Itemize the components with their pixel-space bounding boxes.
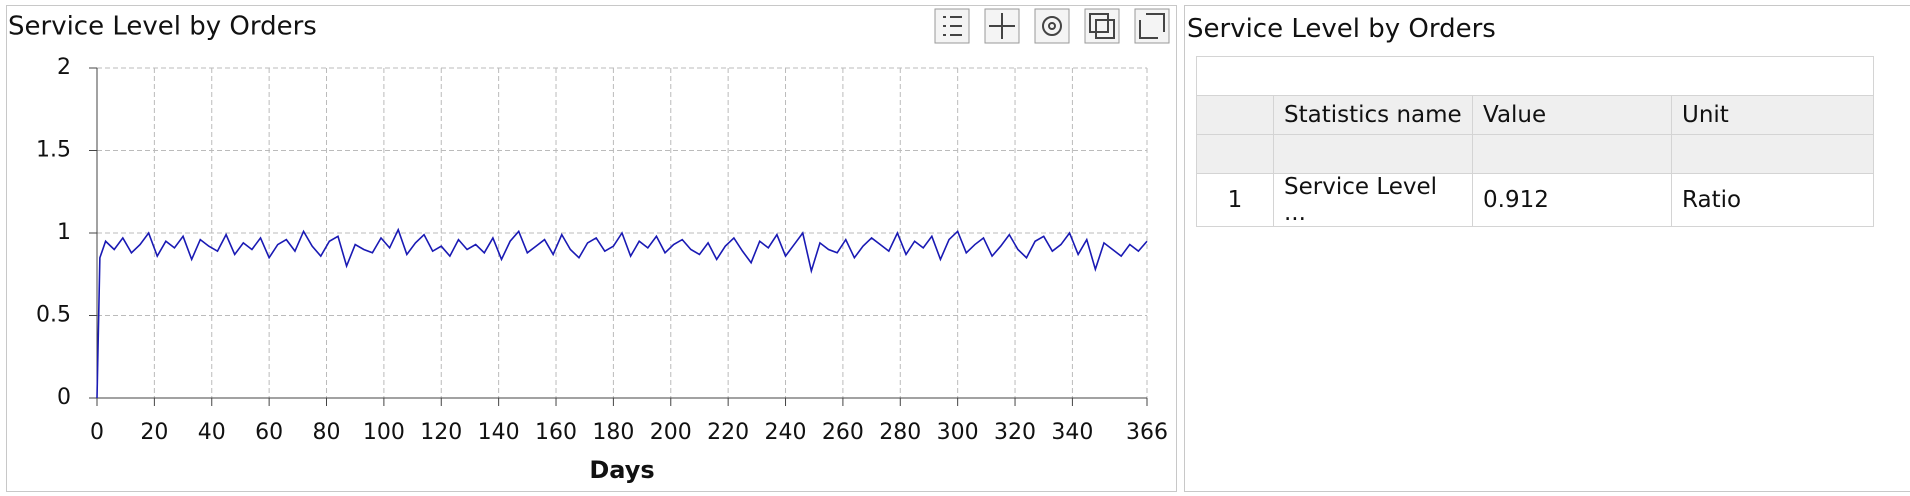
header-cell: Unit <box>1671 95 1874 135</box>
table-title: Service Level by Orders <box>1187 14 1496 44</box>
stats-table: Statistics name Value Unit 1 Service Lev… <box>1196 56 1874 227</box>
table-panel: Service Level by Orders <box>1184 5 1910 492</box>
toolbar-icons <box>943 13 1165 39</box>
x-tick-label: 366 <box>1126 420 1168 445</box>
x-tick-label: 40 <box>198 420 226 445</box>
x-tick-label: 280 <box>879 420 921 445</box>
x-tick-label: 220 <box>707 420 749 445</box>
chart: Service Level by Orders Days 00.511.520 2… <box>8 8 1170 484</box>
y-tick-label: 1.5 <box>36 138 71 163</box>
series-line <box>96 227 1148 399</box>
x-tick-label: 120 <box>420 420 462 445</box>
x-tick-label: 20 <box>140 420 168 445</box>
x-tick-label: 180 <box>592 420 634 445</box>
x-tick-label: 0 <box>90 420 104 445</box>
header-row: Statistics name Value Unit <box>1196 95 1874 135</box>
y-tick-label: 0 <box>57 385 71 410</box>
x-tick-label: 260 <box>822 420 864 445</box>
cell: 0.912 <box>1472 173 1672 227</box>
x-axis-label: Days <box>589 456 654 484</box>
x-tick-label: 80 <box>313 420 341 445</box>
x-tick-label: 200 <box>650 420 692 445</box>
x-tick-label: 140 <box>478 420 520 445</box>
cell: Ratio <box>1671 173 1874 227</box>
y-tick-label: 1 <box>57 220 71 245</box>
header-cell: Statistics name <box>1273 95 1473 135</box>
x-tick-label: 240 <box>765 420 807 445</box>
x-tick-label: 320 <box>994 420 1036 445</box>
toolbar <box>934 8 1170 44</box>
settings-button[interactable] <box>1034 8 1070 44</box>
y-tick-label: 2 <box>57 55 71 80</box>
chart-panel <box>6 5 1177 492</box>
data-row: 1 Service Level ... 0.912 Ratio <box>1196 173 1874 227</box>
x-tick-label: 100 <box>363 420 405 445</box>
x-tick-label: 160 <box>535 420 577 445</box>
blank-row <box>1196 56 1874 96</box>
x-tick-label: 300 <box>937 420 979 445</box>
cell: 1 <box>1196 173 1274 227</box>
x-tick-label: 340 <box>1051 420 1093 445</box>
y-tick-label: 0.5 <box>36 303 71 328</box>
cell: Service Level ... <box>1273 173 1473 227</box>
filter-row <box>1196 134 1874 174</box>
chart-title: Service Level by Orders <box>8 12 317 42</box>
x-tick-label: 60 <box>255 420 283 445</box>
header-cell: Value <box>1472 95 1672 135</box>
